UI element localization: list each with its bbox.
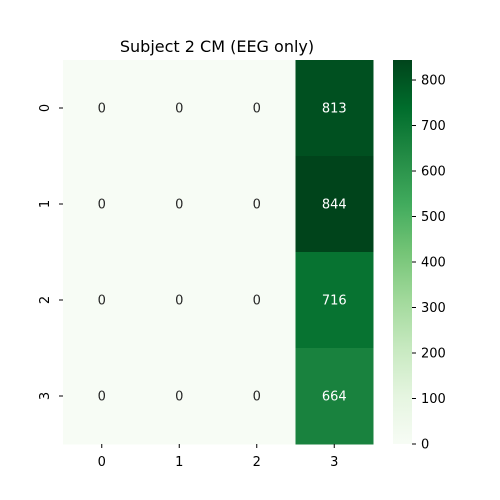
cell-value-label: 813 [322, 102, 347, 117]
cell-value-label: 0 [253, 198, 261, 213]
y-tick-label: 0 [38, 104, 53, 112]
cell-value-label: 0 [98, 294, 106, 309]
chart-title: Subject 2 CM (EEG only) [120, 37, 314, 56]
cell-value-label: 0 [253, 390, 261, 405]
heatmap-cell [140, 348, 219, 445]
colorbar-tick-label: 500 [421, 210, 446, 225]
cell-value-label: 0 [175, 294, 183, 309]
heatmap-cell [295, 252, 374, 349]
heatmap-cell [140, 156, 219, 253]
heatmap-cell [63, 252, 141, 349]
colorbar-tick-label: 300 [421, 301, 446, 316]
heatmap-cell [218, 252, 296, 349]
cell-value-label: 0 [175, 102, 183, 117]
x-axis: 0 1 2 3 [98, 444, 338, 470]
cell-value-label: 716 [322, 294, 347, 309]
heatmap-cell [140, 252, 219, 349]
cell-value-label: 0 [98, 390, 106, 405]
colorbar-tick-label: 400 [421, 256, 446, 271]
colorbar: 0 100 200 300 400 500 600 700 800 [393, 60, 446, 453]
heatmap-cell [295, 60, 374, 157]
colorbar-tick-label: 800 [421, 74, 446, 89]
colorbar-gradient [393, 60, 412, 444]
heatmap-cell [218, 156, 296, 253]
heatmap-cell [140, 60, 219, 157]
cell-value-label: 664 [322, 390, 347, 405]
y-axis: 0 1 2 3 [38, 104, 63, 400]
heatmap-cell [218, 348, 296, 445]
heatmap-cell [63, 60, 141, 157]
cell-value-label: 0 [175, 390, 183, 405]
heatmap-cell [218, 60, 296, 157]
x-tick-label: 0 [98, 455, 106, 470]
cell-value-label: 0 [98, 102, 106, 117]
heatmap-cell [295, 348, 374, 445]
cell-value-label: 844 [322, 198, 347, 213]
colorbar-tick-label: 700 [421, 119, 446, 134]
y-tick-label: 2 [38, 296, 53, 304]
heatmap-cell [63, 156, 141, 253]
cell-value-label: 0 [253, 294, 261, 309]
colorbar-tick-label: 100 [421, 392, 446, 407]
x-tick-label: 1 [175, 455, 183, 470]
cell-value-label: 0 [175, 198, 183, 213]
cell-value-label: 0 [98, 198, 106, 213]
y-tick-label: 3 [38, 392, 53, 400]
colorbar-tick-label: 0 [421, 438, 429, 453]
heatmap-cell [295, 156, 374, 253]
y-tick-label: 1 [38, 200, 53, 208]
heatmap-cell-labels: 0 0 0 813 0 0 0 844 0 0 0 716 0 0 0 664 [98, 102, 347, 405]
x-tick-label: 3 [330, 455, 338, 470]
colorbar-tick-label: 600 [421, 165, 446, 180]
heatmap-cell [63, 348, 141, 445]
colorbar-tick-label: 200 [421, 347, 446, 362]
heatmap-cells [63, 60, 374, 445]
cell-value-label: 0 [253, 102, 261, 117]
x-tick-label: 2 [253, 455, 261, 470]
